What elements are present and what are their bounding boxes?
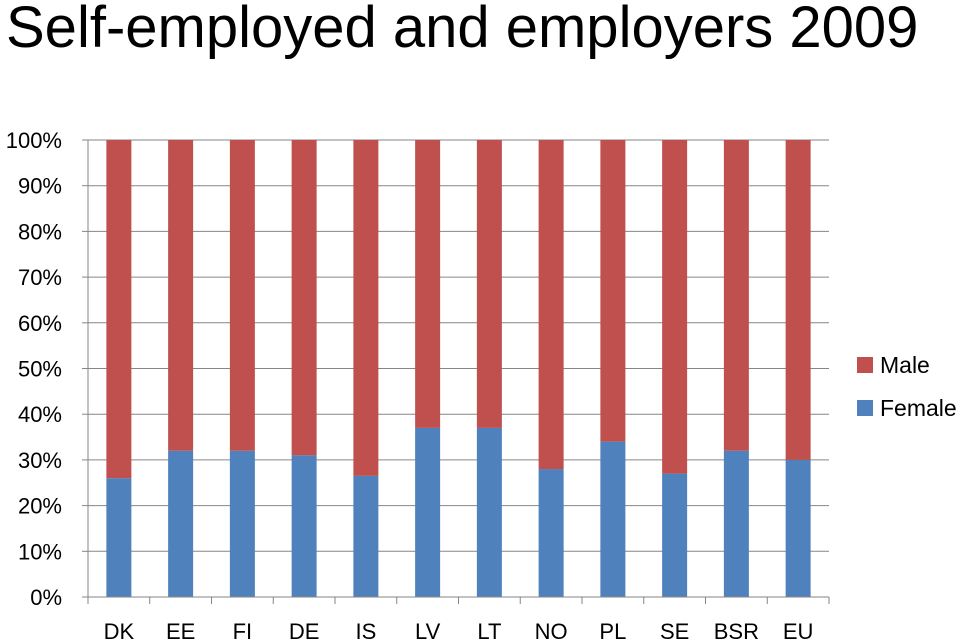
y-tick-label: 40% <box>18 402 62 427</box>
y-tick-label: 10% <box>18 539 62 564</box>
bar-female-dk <box>106 478 132 597</box>
y-tick-label: 70% <box>18 265 62 290</box>
bar-male-lv <box>415 140 441 428</box>
bar-female-pl <box>600 441 626 597</box>
legend-label-female: Female <box>880 395 957 421</box>
bar-male-eu <box>785 140 811 460</box>
x-tick-label: EU <box>783 619 814 642</box>
bar-male-fi <box>229 140 255 451</box>
chart-title: Self-employed and employers 2009 <box>6 0 919 60</box>
x-tick-label: SE <box>660 619 689 642</box>
y-tick-label: 90% <box>18 174 62 199</box>
x-tick-label: FI <box>233 619 253 642</box>
legend-label-male: Male <box>880 352 930 378</box>
x-tick-label: PL <box>599 619 626 642</box>
x-tick-label: DE <box>289 619 320 642</box>
bar-male-ee <box>168 140 194 451</box>
bar-female-se <box>662 473 688 597</box>
x-tick-label: LT <box>477 619 501 642</box>
x-tick-label: LV <box>415 619 441 642</box>
bar-male-pl <box>600 140 626 442</box>
y-tick-label: 60% <box>18 311 62 336</box>
bar-male-de <box>291 140 317 456</box>
legend: Male Female <box>857 352 957 421</box>
legend-swatch-female <box>857 400 873 416</box>
bar-female-lv <box>415 427 441 597</box>
bar-male-is <box>353 140 379 476</box>
bar-female-ee <box>168 450 194 597</box>
bar-male-bsr <box>723 140 749 451</box>
axes: 0% 10% 20% 30% 40% 50% 60% 70% 80% 90% 100% DK EE FI D… <box>6 128 830 642</box>
y-tick-label: 100% <box>6 128 62 153</box>
bar-male-no <box>538 140 564 470</box>
y-tick-label: 80% <box>18 219 62 244</box>
y-tick-label: 50% <box>18 357 62 382</box>
bar-female-lt <box>476 427 502 597</box>
y-tick-label: 0% <box>30 585 62 610</box>
gridlines <box>88 139 829 552</box>
y-tick-label: 30% <box>18 448 62 473</box>
bar-female-is <box>353 475 379 597</box>
x-tick-label: NO <box>535 619 568 642</box>
bar-male-lt <box>476 140 502 428</box>
x-tick-label: IS <box>355 619 376 642</box>
bar-female-fi <box>229 450 255 597</box>
bar-female-de <box>291 455 317 597</box>
bar-male-se <box>662 140 688 474</box>
x-tick-label: DK <box>104 619 135 642</box>
bars <box>106 140 811 597</box>
bar-female-bsr <box>723 450 749 597</box>
bar-female-no <box>538 469 564 597</box>
x-tick-label: BSR <box>714 619 759 642</box>
legend-swatch-male <box>857 357 873 373</box>
bar-female-eu <box>785 459 811 597</box>
bar-male-dk <box>106 140 132 479</box>
x-tick-label: EE <box>166 619 195 642</box>
y-tick-label: 20% <box>18 494 62 519</box>
